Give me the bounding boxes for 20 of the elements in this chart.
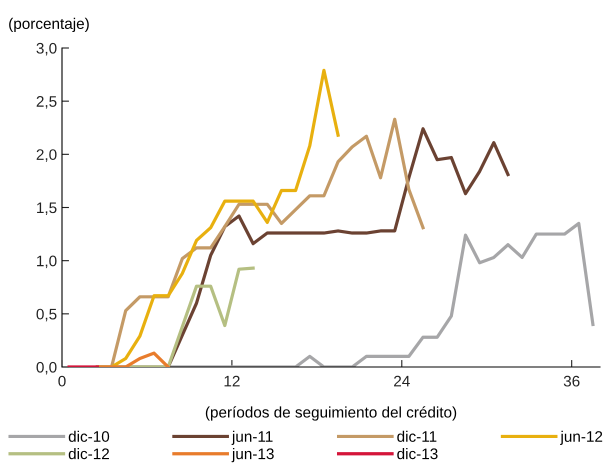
y-tick-label: 2,5 [36,96,56,109]
x-tick-label: 24 [394,376,410,386]
y-axis-title: (porcentaje) [9,18,89,32]
legend-label: dic-12 [68,448,109,460]
y-tick-label: 0,0 [36,362,57,374]
legend-label: jun-13 [232,448,274,462]
legend-label: dic-13 [397,448,438,460]
y-tick-label: 1,0 [37,256,57,268]
y-tick-label: 0,5 [36,308,56,322]
x-axis-title: (períodos de seguimiento del crédito) [206,406,456,421]
x-tick-label: 0 [58,376,66,387]
x-tick-label: 36 [564,376,580,387]
y-tick-label: 3,0 [36,42,57,56]
legend-label: jun-12 [560,430,602,445]
legend-label: jun-11 [232,430,273,445]
y-tick-label: 2,0 [36,149,57,162]
legend-label: dic-10 [68,430,110,442]
legend-label: dic-11 [397,430,436,442]
y-tick-label: 1,5 [37,202,56,215]
x-tick-label: 12 [224,376,240,386]
